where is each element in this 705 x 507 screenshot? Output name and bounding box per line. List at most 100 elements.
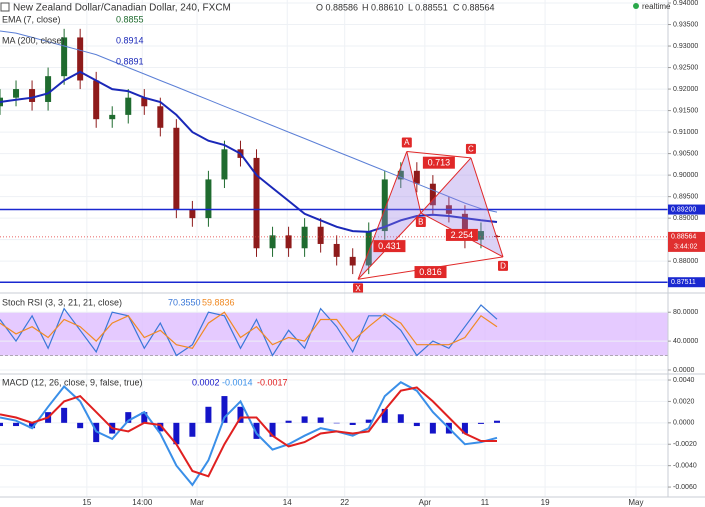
ratio-box [373, 240, 406, 253]
candle-body [109, 114, 116, 120]
pane-value: 70.3550 [168, 297, 201, 307]
pane-title: MACD (12, 26, close, 9, false, true) [2, 377, 143, 387]
y-tick-label: 0.91500 [673, 107, 698, 114]
pattern-area [420, 157, 504, 257]
candle-body [429, 183, 436, 206]
pane-title: Stoch RSI (3, 3, 21, 21, close) [2, 297, 122, 307]
histogram-bar [221, 396, 228, 423]
histogram-bar [253, 422, 260, 439]
pattern-point [353, 283, 364, 294]
indicator-line [0, 304, 498, 357]
pattern-point [465, 143, 476, 154]
candle-body [157, 106, 164, 128]
ratio-label: 2.254 [451, 230, 474, 240]
x-tick-label: 19 [541, 498, 550, 507]
x-tick-label: Apr [419, 498, 432, 507]
pattern-point-label: A [404, 138, 410, 147]
candle-body [29, 89, 36, 102]
histogram-bar [349, 422, 356, 425]
legend-value: 0.8914 [116, 35, 144, 45]
y-tick-label: -0.0020 [673, 441, 697, 448]
histogram-bar [189, 422, 196, 437]
ohlc-high: H 0.88610 [362, 2, 404, 12]
histogram-bar [173, 422, 180, 445]
candle-body [413, 170, 420, 184]
histogram-bar [397, 414, 404, 423]
x-tick-label: 14 [283, 498, 292, 507]
level-label: 0.87511 [671, 279, 696, 286]
histogram-bar [285, 420, 292, 423]
pattern-leg [357, 151, 408, 280]
grid-layer [0, 0, 668, 497]
band [0, 312, 668, 356]
candle-body [253, 157, 260, 249]
ratio-label: 0.431 [378, 241, 401, 251]
level-label-box [668, 204, 705, 215]
histogram-bar [141, 412, 148, 423]
histogram-bar [13, 422, 20, 427]
x-tick-label: 14:00 [132, 498, 153, 507]
histogram-bar [125, 412, 132, 423]
pattern-point [498, 260, 509, 271]
legend-value: 0.8855 [116, 14, 144, 24]
last-price-box [668, 231, 705, 252]
moving-average-line [0, 70, 498, 233]
histogram-bar [381, 408, 388, 423]
y-tick-label: 0.94000 [673, 0, 698, 7]
candle-body [125, 97, 132, 115]
pattern-point-label: C [468, 145, 474, 154]
histogram-bar [157, 422, 164, 432]
legend-name: EMA (7, close) [2, 14, 61, 24]
candle-body [397, 170, 404, 180]
pattern-leg [470, 157, 504, 258]
pane-value: 59.8836 [202, 297, 235, 307]
candle-body [61, 37, 68, 77]
ohlc-close: C 0.88564 [453, 2, 495, 12]
pane-value: -0.0017 [257, 377, 288, 387]
pane-value: -0.0014 [222, 377, 253, 387]
histogram-bar [365, 419, 372, 423]
y-tick-label: 0.0000 [673, 367, 695, 374]
last-price-label: 0.88564 [671, 234, 696, 241]
candle-body [141, 97, 148, 107]
x-tick-label: 15 [82, 498, 91, 507]
histogram-bar [317, 417, 324, 423]
histogram-bar [61, 407, 68, 423]
histogram-bar [77, 422, 84, 429]
indicator-line [0, 386, 497, 478]
histogram-bar [205, 406, 212, 423]
candle-body [93, 80, 100, 120]
histogram-bar [493, 420, 500, 423]
pattern-point-label: X [355, 284, 361, 293]
indicator-line [0, 311, 498, 349]
candle-body [365, 231, 372, 266]
candle-body [493, 235, 500, 237]
candle-body [349, 256, 356, 266]
pattern-leg [420, 157, 472, 214]
y-tick-label: 80.0000 [673, 309, 698, 316]
y-tick-label: 0.92500 [673, 64, 698, 71]
candle-body [77, 37, 84, 81]
pattern-point [401, 137, 412, 148]
ratio-label: 0.816 [419, 267, 442, 277]
legend-name: MA (200, close) [2, 35, 65, 45]
y-tick-label: 0.93500 [673, 21, 698, 28]
y-tick-label: 0.90500 [673, 150, 698, 157]
pattern-point-label: D [500, 261, 506, 270]
candle-body [189, 209, 196, 219]
candle-body [477, 231, 484, 240]
countdown-label: 3:44:02 [674, 244, 697, 251]
candle-body [45, 76, 52, 102]
pattern-point-label: B [418, 218, 423, 227]
histogram-bar [461, 422, 468, 434]
menu-icon[interactable] [0, 2, 10, 12]
legend-value: 0.8891 [116, 56, 144, 66]
y-tick-label: 0.0000 [673, 420, 695, 427]
y-tick-label: 0.93000 [673, 43, 698, 50]
histogram-bar [301, 416, 308, 423]
y-tick-label: 0.91000 [673, 129, 698, 136]
ohlc-open: O 0.88586 [316, 2, 358, 12]
y-tick-label: 0.90000 [673, 172, 698, 179]
